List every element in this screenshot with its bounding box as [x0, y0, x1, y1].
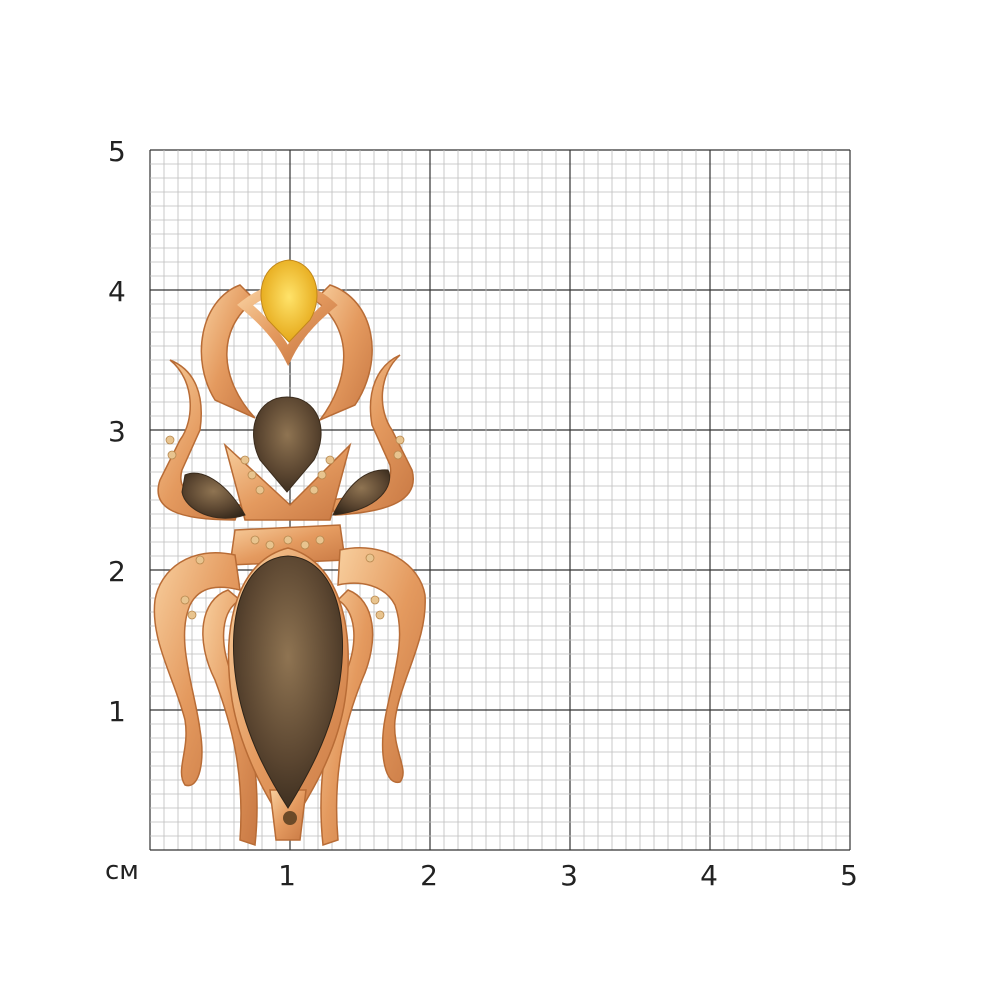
smoky-quartz-gem-main — [232, 555, 344, 809]
x-label-2: 2 — [420, 859, 438, 892]
x-label-3: 3 — [560, 859, 578, 892]
y-label-4: 4 — [108, 275, 126, 308]
y-label-2: 2 — [108, 555, 126, 588]
x-label-5: 5 — [840, 859, 858, 892]
x-label-4: 4 — [700, 859, 718, 892]
y-label-3: 3 — [108, 415, 126, 448]
y-label-5: 5 — [108, 135, 126, 168]
smoky-quartz-gem-left — [181, 472, 246, 519]
small-stones — [165, 435, 405, 620]
unit-label: см — [105, 856, 139, 886]
citrine-gem — [260, 259, 318, 343]
x-label-1: 1 — [278, 859, 296, 892]
smoky-quartz-gem-top — [253, 396, 322, 493]
smoky-quartz-gem-right — [332, 469, 390, 516]
y-label-1: 1 — [108, 695, 126, 728]
